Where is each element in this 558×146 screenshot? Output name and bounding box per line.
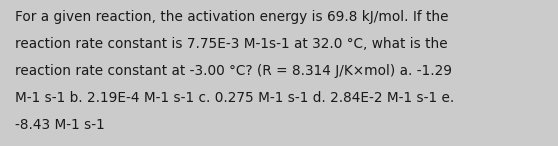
Text: reaction rate constant is 7.75E-3 M-1s-1 at 32.0 °C, what is the: reaction rate constant is 7.75E-3 M-1s-1… [15,37,448,51]
Text: reaction rate constant at -3.00 °C? (R = 8.314 J/K×mol) a. -1.29: reaction rate constant at -3.00 °C? (R =… [15,64,452,78]
Text: For a given reaction, the activation energy is 69.8 kJ/mol. If the: For a given reaction, the activation ene… [15,10,449,24]
Text: -8.43 M-1 s-1: -8.43 M-1 s-1 [15,118,105,132]
Text: M-1 s-1 b. 2.19E-4 M-1 s-1 c. 0.275 M-1 s-1 d. 2.84E-2 M-1 s-1 e.: M-1 s-1 b. 2.19E-4 M-1 s-1 c. 0.275 M-1 … [15,91,454,105]
